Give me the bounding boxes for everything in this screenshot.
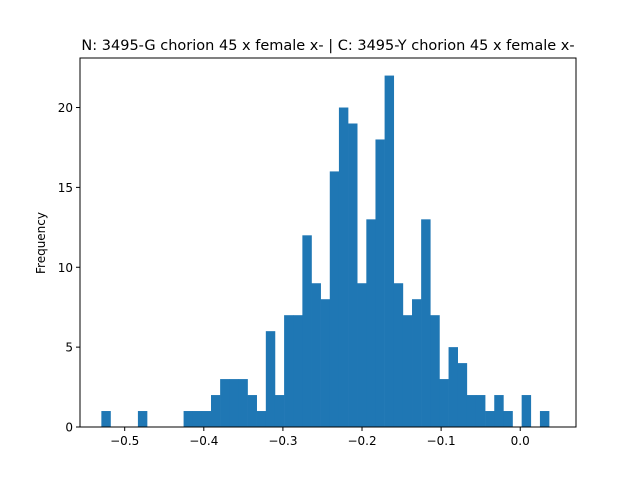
x-tick-label: −0.2	[347, 434, 376, 448]
histogram-bar	[220, 379, 230, 427]
histogram-bar	[293, 315, 303, 427]
histogram-bar	[247, 395, 257, 427]
x-tick-label: 0.0	[511, 434, 530, 448]
histogram-bar	[521, 395, 532, 427]
histogram-bar	[256, 411, 267, 427]
histogram-bar	[183, 411, 194, 427]
y-tick-label: 10	[58, 261, 73, 275]
histogram-bar	[475, 395, 486, 427]
plot-frame	[79, 57, 577, 428]
histogram-bar	[375, 139, 385, 427]
histogram-bar	[421, 219, 431, 427]
histogram-bar	[274, 395, 285, 427]
histogram-bar	[366, 219, 376, 427]
x-tick-label: −0.1	[427, 434, 456, 448]
y-axis-label: Frequency	[34, 212, 48, 274]
histogram-bar	[503, 411, 513, 427]
histogram-bar	[393, 283, 404, 427]
x-tick-label: −0.3	[268, 434, 297, 448]
histogram-bar	[357, 283, 367, 427]
histogram-bar	[338, 107, 349, 428]
histogram-bar	[466, 395, 477, 427]
y-axis-ticks: 0 5 10 15 20	[58, 101, 80, 435]
histogram-bar	[302, 235, 312, 427]
y-tick-label: 20	[58, 101, 73, 115]
histogram-bar	[439, 379, 449, 427]
histogram-bar	[430, 315, 440, 427]
histogram-bar	[137, 411, 148, 427]
histogram-bar	[384, 75, 395, 428]
histogram-bar	[402, 315, 413, 427]
y-tick-label: 0	[65, 421, 73, 435]
x-tick-label: −0.5	[110, 434, 139, 448]
histogram-bar	[348, 123, 358, 428]
histogram-bar	[211, 395, 221, 427]
histogram-bar	[320, 299, 331, 427]
x-tick-label: −0.4	[189, 434, 218, 448]
histogram-bar	[192, 411, 203, 427]
histogram-bar	[539, 411, 550, 427]
histogram-bar	[101, 411, 111, 427]
bars-group	[101, 75, 550, 428]
histogram-bar	[284, 315, 294, 427]
histogram-bar	[201, 411, 212, 427]
histogram-bar	[412, 299, 422, 427]
histogram-bar	[448, 347, 458, 427]
histogram-bar	[311, 283, 321, 427]
y-tick-label: 15	[58, 181, 73, 195]
y-tick-label: 5	[65, 341, 73, 355]
histogram-bar	[457, 363, 468, 427]
histogram-bar	[265, 331, 276, 427]
chart-title: N: 3495-G chorion 45 x female x- | C: 34…	[81, 38, 574, 54]
histogram-bar	[229, 379, 239, 427]
histogram-bar	[329, 171, 340, 427]
x-axis-ticks: −0.5 −0.4 −0.3 −0.2 −0.1 0.0	[110, 427, 530, 448]
histogram-bar	[238, 379, 248, 427]
histogram-bar	[494, 395, 504, 427]
histogram-bar	[485, 411, 495, 427]
